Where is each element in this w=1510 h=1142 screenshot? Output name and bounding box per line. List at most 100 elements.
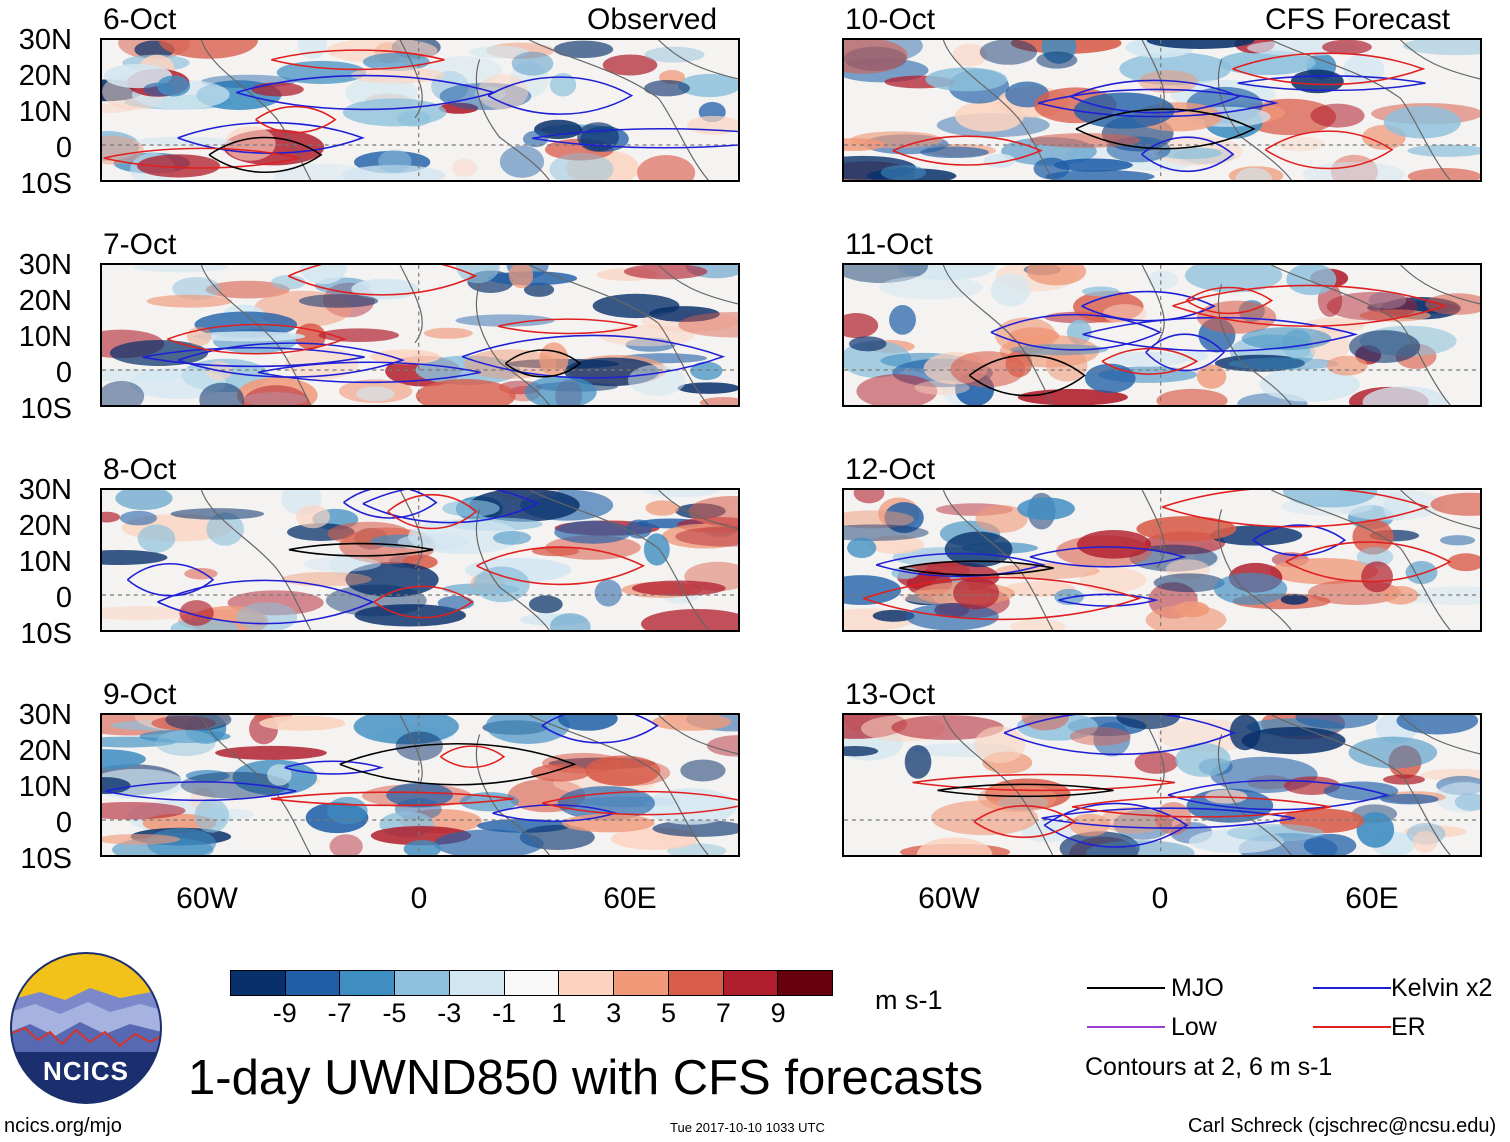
ncics-logo: NCICS (10, 952, 162, 1104)
wind-anomaly-blob (1439, 535, 1476, 546)
wind-anomaly-blob (661, 523, 738, 549)
kelvin-contour (1043, 802, 1189, 848)
er-contour (1185, 286, 1274, 315)
wind-anomaly-blob (102, 135, 144, 165)
wind-anomaly-blob (1402, 586, 1480, 606)
colorbar-swatch (339, 971, 395, 995)
wind-anomaly-blob (473, 566, 530, 603)
wind-anomaly-blob (1156, 147, 1222, 160)
wind-anomaly-blob (102, 380, 145, 405)
wind-anomaly-blob (1069, 727, 1131, 746)
wind-anomaly-blob (1214, 354, 1305, 372)
wind-anomaly-blob (1403, 40, 1480, 56)
panel-date-13oct: 13-Oct (845, 678, 936, 711)
wind-anomaly-blob (1082, 286, 1120, 297)
wind-anomaly-blob (690, 361, 723, 381)
wind-anomaly-blob (1286, 265, 1337, 296)
wind-anomaly-blob (844, 265, 928, 284)
wind-anomaly-blob (844, 40, 908, 74)
map-panel (842, 263, 1482, 407)
er-contour (287, 265, 478, 296)
wind-anomaly-blob (1407, 144, 1480, 157)
er-contour (103, 147, 300, 169)
footer-url[interactable]: ncics.org/mjo (4, 1115, 122, 1137)
legend-contour-note: Contours at 2, 6 m s-1 (1085, 1053, 1333, 1081)
coastline (200, 490, 738, 630)
coastline (942, 40, 1480, 180)
wind-anomaly-blob (844, 575, 902, 606)
wind-anomaly-blob (1116, 715, 1180, 730)
er-contour (1071, 796, 1331, 818)
wind-anomaly-blob (115, 490, 173, 511)
wind-anomaly-blob (1326, 355, 1368, 376)
wind-anomaly-blob (995, 317, 1057, 354)
colorbar-swatch (503, 971, 559, 995)
colorbar-swatch (667, 971, 723, 995)
er-contour (542, 790, 738, 816)
wind-anomaly-blob (1412, 830, 1438, 853)
wind-anomaly-blob (295, 505, 331, 529)
wind-anomaly-blob (637, 155, 696, 180)
wind-anomaly-blob (1029, 133, 1141, 148)
panel-date-11oct: 11-Oct (845, 228, 933, 261)
wind-anomaly-blob (172, 276, 221, 300)
colorbar-tick-label: -7 (327, 998, 352, 1028)
wind-anomaly-blob (577, 122, 620, 152)
wind-anomaly-blob (350, 66, 445, 84)
latitude-label: 30N (18, 699, 72, 731)
wind-anomaly-blob (119, 510, 158, 526)
map-canvas (844, 40, 1480, 180)
wind-anomaly-blob (157, 75, 191, 97)
wind-anomaly-blob (136, 154, 221, 178)
wind-anomaly-blob (678, 312, 738, 338)
mjo-contour (899, 560, 1054, 576)
wind-anomaly-blob (1045, 169, 1155, 180)
wind-anomaly-blob (1134, 750, 1179, 774)
wind-anomaly-blob (1085, 840, 1195, 855)
wind-anomaly-blob (844, 524, 929, 541)
panel-date-7oct: 7-Oct (103, 228, 177, 261)
wind-anomaly-blob (1084, 363, 1136, 393)
kelvin-contour (531, 127, 738, 149)
colorbar-tick-label: -1 (492, 998, 517, 1028)
wind-anomaly-blob (468, 45, 529, 59)
wind-anomaly-blob (184, 567, 218, 580)
legend-low-label: Low (1171, 1013, 1217, 1041)
wind-anomaly-blob (511, 51, 554, 76)
wind-anomaly-blob (643, 533, 670, 566)
wind-anomaly-blob (102, 606, 195, 621)
wind-anomaly-blob (355, 386, 395, 402)
latitude-label: 30N (18, 24, 72, 56)
wind-anomaly-blob (423, 327, 473, 339)
wind-anomaly-blob (276, 60, 367, 85)
wind-anomaly-blob (549, 73, 577, 97)
wind-anomaly-blob (370, 349, 441, 365)
kelvin-contour (487, 76, 634, 115)
panel-date-12oct: 12-Oct (845, 453, 936, 486)
map-canvas (844, 265, 1480, 405)
wind-anomaly-blob (848, 336, 887, 352)
kelvin-contour (1037, 88, 1279, 118)
wind-anomaly-blob (378, 149, 412, 173)
colorbar-swatch (284, 971, 340, 995)
wind-anomaly-blob (561, 813, 655, 833)
er-contour (271, 49, 445, 71)
kelvin-contour (177, 342, 406, 378)
wind-anomaly-blob (1405, 560, 1438, 585)
mjo-contour (968, 354, 1086, 397)
er-contour (1172, 284, 1448, 327)
er-contour (1101, 347, 1199, 375)
footer-credit: Carl Schreck (cjschrec@ncsu.edu) (1188, 1115, 1497, 1137)
er-contour (1232, 52, 1426, 86)
map-panel (842, 713, 1482, 857)
latitude-label: 0 (55, 807, 72, 839)
wind-anomaly-blob (1356, 811, 1395, 848)
legend-er-label: ER (1391, 1013, 1426, 1041)
wind-anomaly-blob (1352, 519, 1394, 555)
colorbar-swatch (558, 971, 614, 995)
colorbar-swatch (448, 971, 504, 995)
wind-anomaly-blob (1356, 547, 1394, 567)
latitude-label: 0 (55, 357, 72, 389)
colorbar-swatch (231, 971, 285, 995)
wind-anomaly-blob (904, 744, 932, 779)
